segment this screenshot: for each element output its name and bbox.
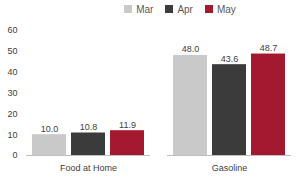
svg-text:50: 50 [7,46,17,56]
svg-text:48.7: 48.7 [260,43,278,53]
svg-text:60: 60 [7,25,17,35]
svg-text:10: 10 [7,130,17,140]
svg-text:0: 0 [12,150,17,160]
svg-text:11.9: 11.9 [119,120,136,130]
html-text:Apr: Apr [177,3,193,15]
svg-text:20: 20 [7,109,17,119]
html-text:May: May [216,3,236,15]
html-text:Mar: Mar [136,3,154,15]
svg-text:40: 40 [7,67,17,77]
svg-text:Gasoline: Gasoline [212,163,248,173]
svg-text:Food at Home: Food at Home [60,163,117,173]
svg-text:48.0: 48.0 [182,44,200,54]
svg-text:10.0: 10.0 [41,124,59,134]
svg-text:30: 30 [7,88,17,98]
svg-text:43.6: 43.6 [221,54,239,64]
svg-text:10.8: 10.8 [80,122,98,132]
